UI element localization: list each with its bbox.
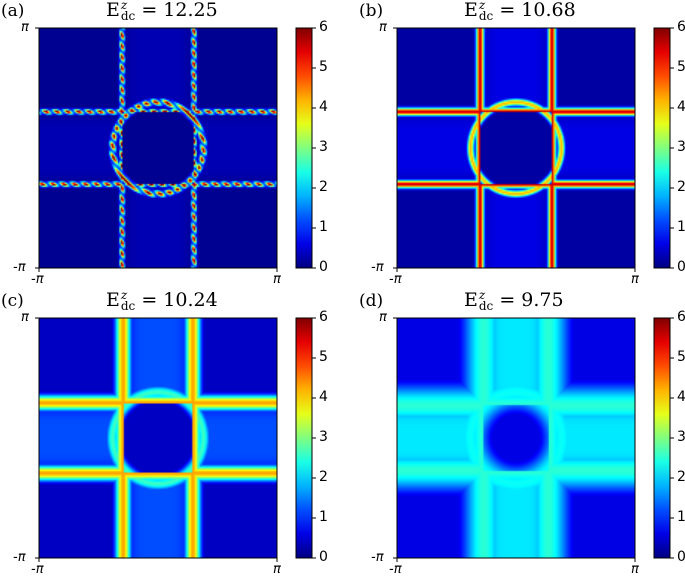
- colorbar-tick-label: 6: [677, 19, 685, 35]
- colorbar-tick-label: 3: [319, 429, 328, 445]
- y-tick-label: π: [379, 310, 387, 325]
- colorbar-tick-label: 4: [677, 389, 685, 405]
- panel-label: (c): [1, 291, 24, 311]
- colorbar-tick-label: 2: [677, 179, 685, 195]
- x-tick-label: -π: [31, 562, 44, 577]
- panel-label: (a): [1, 1, 25, 21]
- plot-frame: [396, 317, 636, 559]
- colorbar-tick-label: 3: [677, 139, 685, 155]
- colorbar: [295, 317, 313, 559]
- y-tick-label: π: [21, 310, 29, 325]
- colorbar-tick-label: 4: [677, 99, 685, 115]
- colorbar-tick-label: 6: [319, 19, 328, 35]
- colorbar-tick-label: 6: [319, 309, 328, 325]
- title-subscript: dc: [120, 299, 136, 313]
- heatmap-svg: [35, 317, 316, 562]
- colorbar-tick-label: 2: [677, 469, 685, 485]
- colorbar-tick-label: 0: [677, 549, 685, 565]
- heatmap-image: [397, 318, 635, 558]
- panel-label: (d): [359, 291, 384, 311]
- title-superscript: z: [120, 0, 128, 12]
- x-tick-label: -π: [31, 272, 44, 287]
- colorbar-tick-label: 1: [677, 509, 685, 525]
- x-tick-label: π: [273, 562, 281, 577]
- colorbar-tick-label: 1: [319, 219, 328, 235]
- heatmap-image: [39, 318, 277, 558]
- title-value: = 10.68: [493, 0, 576, 21]
- y-tick-label: -π: [371, 260, 384, 275]
- colorbar-tick-label: 5: [319, 349, 328, 365]
- colorbar-tick-label: 0: [319, 549, 328, 565]
- plot-frame: [396, 27, 636, 269]
- plot-frame: [38, 317, 278, 559]
- colorbar: [653, 317, 671, 559]
- colorbar: [653, 27, 671, 269]
- heatmap-svg: [393, 27, 674, 272]
- title-symbol: E: [464, 0, 478, 21]
- title-value: = 12.25: [135, 0, 218, 21]
- plot-frame: [38, 27, 278, 269]
- title-superscript: z: [478, 288, 486, 302]
- colorbar: [295, 27, 313, 269]
- title-subscript: dc: [478, 9, 494, 23]
- heatmap-svg: [393, 317, 674, 562]
- colorbar-tick-label: 2: [319, 179, 328, 195]
- y-tick-label: -π: [371, 550, 384, 565]
- title-value: = 9.75: [493, 289, 564, 311]
- colorbar-tick-label: 2: [319, 469, 328, 485]
- colorbar-tick-label: 1: [319, 509, 328, 525]
- heatmap-image: [397, 28, 635, 268]
- x-tick-label: π: [631, 562, 639, 577]
- colorbar-tick-label: 1: [677, 219, 685, 235]
- title-subscript: dc: [478, 299, 494, 313]
- y-tick-label: π: [379, 20, 387, 35]
- x-tick-label: -π: [389, 562, 402, 577]
- colorbar-tick-label: 5: [677, 59, 685, 75]
- x-tick-label: π: [631, 272, 639, 287]
- title-subscript: dc: [120, 9, 136, 23]
- y-tick-label: π: [21, 20, 29, 35]
- y-tick-label: -π: [13, 260, 26, 275]
- title-symbol: E: [464, 289, 478, 311]
- heatmap-image: [39, 28, 277, 268]
- colorbar-tick-label: 6: [677, 309, 685, 325]
- colorbar-tick-label: 0: [319, 259, 328, 275]
- heatmap-svg: [35, 27, 316, 272]
- x-tick-label: -π: [389, 272, 402, 287]
- title-superscript: z: [478, 0, 486, 12]
- title-value: = 10.24: [135, 289, 218, 311]
- x-tick-label: π: [273, 272, 281, 287]
- y-tick-label: -π: [13, 550, 26, 565]
- panel-label: (b): [359, 1, 384, 21]
- title-superscript: z: [120, 288, 128, 302]
- title-symbol: E: [106, 289, 120, 311]
- colorbar-tick-label: 5: [319, 59, 328, 75]
- title-symbol: E: [106, 0, 120, 21]
- colorbar-tick-label: 5: [677, 349, 685, 365]
- colorbar-tick-label: 4: [319, 389, 328, 405]
- colorbar-tick-label: 4: [319, 99, 328, 115]
- colorbar-tick-label: 3: [319, 139, 328, 155]
- colorbar-tick-label: 0: [677, 259, 685, 275]
- colorbar-tick-label: 3: [677, 429, 685, 445]
